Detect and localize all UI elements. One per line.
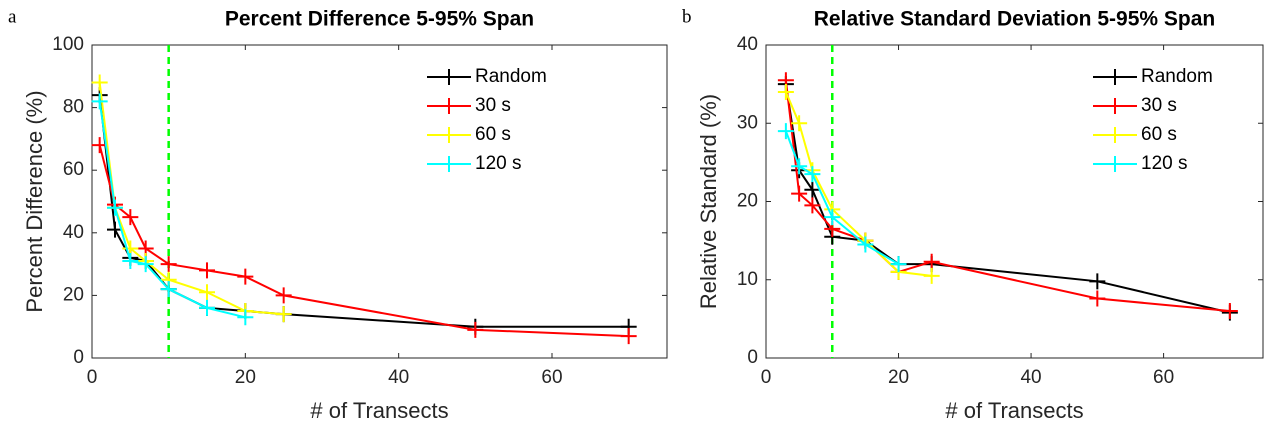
marker xyxy=(199,262,215,279)
legend-marker xyxy=(1107,127,1123,143)
legend-marker xyxy=(1107,98,1123,114)
legend-marker xyxy=(1107,156,1123,172)
series-line xyxy=(98,94,629,328)
marker xyxy=(237,268,254,285)
x-tick-label: 20 xyxy=(888,367,909,388)
marker xyxy=(804,181,821,198)
chart-title: Percent Difference 5-95% Span xyxy=(225,8,534,31)
marker xyxy=(275,287,292,304)
y-tick-label: 0 xyxy=(747,347,758,368)
legend-label: Random xyxy=(1141,66,1213,87)
marker xyxy=(137,256,154,273)
legend-label: 120 s xyxy=(475,153,521,174)
y-tick-label: 0 xyxy=(73,347,84,368)
y-tick-label: 20 xyxy=(737,191,758,212)
y-tick-label: 40 xyxy=(63,222,84,243)
legend-marker xyxy=(441,156,457,172)
marker xyxy=(890,256,907,273)
plot-frame xyxy=(765,44,1264,359)
series-line xyxy=(98,82,284,316)
x-tick-label: 0 xyxy=(87,367,98,388)
panel-label: b xyxy=(682,6,692,27)
marker xyxy=(791,185,808,202)
marker xyxy=(275,306,292,323)
legend-label: 30 s xyxy=(1141,95,1177,116)
marker xyxy=(91,93,108,110)
y-tick-label: 80 xyxy=(63,97,84,118)
legend-label: 60 s xyxy=(475,124,511,145)
marker xyxy=(777,83,794,100)
marker xyxy=(824,209,841,226)
marker xyxy=(923,253,940,270)
marker xyxy=(91,74,108,91)
x-tick-label: 20 xyxy=(235,367,256,388)
marker xyxy=(199,299,215,316)
panel-label: a xyxy=(8,6,17,27)
marker xyxy=(199,284,215,301)
marker xyxy=(160,281,177,298)
y-tick-label: 40 xyxy=(737,34,758,55)
marker xyxy=(777,123,794,140)
y-axis-label: Percent Difference (%) xyxy=(22,90,47,312)
x-axis-label: # of Transects xyxy=(945,398,1083,423)
y-tick-label: 30 xyxy=(737,112,758,133)
marker xyxy=(804,166,821,183)
legend-label: 30 s xyxy=(475,95,511,116)
legend-marker xyxy=(1107,69,1123,85)
legend-marker xyxy=(441,127,457,143)
marker xyxy=(804,197,821,214)
x-tick-label: 0 xyxy=(761,367,772,388)
marker xyxy=(923,267,940,284)
plot-frame xyxy=(91,44,668,359)
marker xyxy=(122,209,139,226)
marker xyxy=(107,199,123,216)
marker xyxy=(620,328,637,345)
x-tick-label: 40 xyxy=(388,367,409,388)
x-axis-label: # of Transects xyxy=(310,398,448,423)
series-line xyxy=(784,130,900,265)
x-tick-label: 60 xyxy=(541,367,562,388)
marker xyxy=(857,236,874,253)
x-tick-label: 60 xyxy=(1153,367,1174,388)
y-tick-label: 60 xyxy=(63,159,84,180)
y-tick-label: 10 xyxy=(737,269,758,290)
series-line xyxy=(98,144,629,338)
legend-marker xyxy=(441,69,457,85)
y-tick-label: 100 xyxy=(52,34,84,55)
chart-title: Relative Standard Deviation 5-95% Span xyxy=(814,8,1215,31)
legend-label: 60 s xyxy=(1141,124,1177,145)
x-tick-label: 40 xyxy=(1020,367,1041,388)
marker xyxy=(467,321,484,338)
legend-label: 120 s xyxy=(1141,153,1187,174)
y-tick-label: 20 xyxy=(63,284,84,305)
marker xyxy=(1089,290,1106,307)
marker xyxy=(791,115,808,132)
y-axis-label: Relative Standard (%) xyxy=(696,94,721,309)
marker xyxy=(1221,303,1238,320)
marker xyxy=(1089,273,1106,290)
legend-label: Random xyxy=(475,66,547,87)
marker xyxy=(791,158,808,175)
legend-marker xyxy=(441,98,457,114)
marker xyxy=(237,309,254,326)
marker xyxy=(160,256,177,273)
marker xyxy=(122,252,139,269)
